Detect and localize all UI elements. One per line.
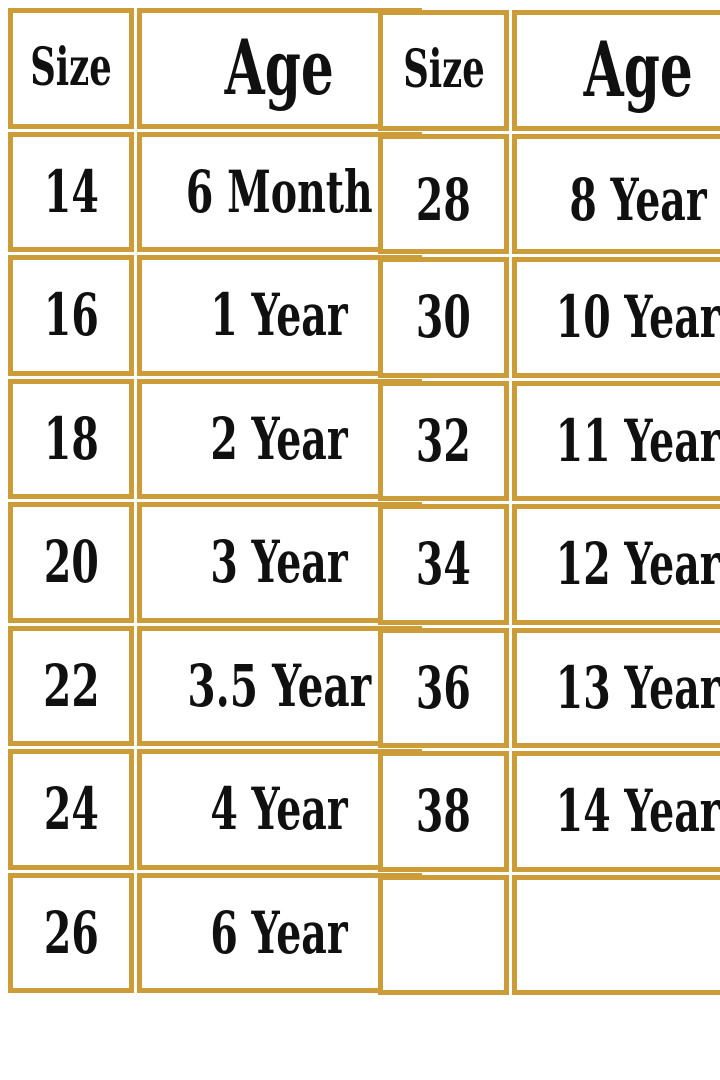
age-cell: 6 Month [137, 131, 422, 252]
age-header-label: Age [583, 25, 693, 115]
size-cell: 36 [378, 627, 509, 748]
size-cell: 38 [378, 751, 509, 872]
age-cell: 2 Year [137, 378, 422, 499]
age-value: 8 Year [569, 165, 707, 234]
age-value: 11 Year [555, 406, 720, 475]
size-cell: 18 [8, 378, 134, 499]
age-value: 2 Year [210, 404, 348, 473]
size-cell: 32 [378, 380, 509, 501]
age-cell: 4 Year [137, 749, 422, 870]
size-age-table-left: Size Age 14 6 Month 16 1 Year 18 2 Year … [8, 8, 422, 993]
size-header-cell: Size [378, 10, 509, 131]
size-value: 30 [416, 283, 471, 352]
size-value: 18 [43, 404, 99, 473]
age-cell: 3.5 Year [137, 625, 422, 746]
size-cell: 16 [8, 255, 134, 376]
age-cell: 14 Year [512, 751, 720, 872]
size-value: 16 [43, 281, 99, 350]
age-value: 13 Year [555, 653, 720, 722]
size-value: 26 [43, 898, 99, 967]
age-value: 3.5 Year [187, 651, 372, 720]
size-value: 34 [416, 530, 471, 599]
size-value: 38 [416, 777, 471, 846]
size-cell-empty [378, 874, 509, 995]
age-cell: 11 Year [512, 380, 720, 501]
size-cell: 28 [378, 133, 509, 254]
age-value: 6 Month [185, 157, 373, 226]
age-cell: 3 Year [137, 502, 422, 623]
age-cell: 13 Year [512, 627, 720, 748]
size-value: 24 [43, 775, 99, 844]
age-value: 3 Year [210, 528, 348, 597]
age-value: 12 Year [555, 530, 720, 599]
age-value: 14 Year [555, 777, 720, 846]
size-cell: 22 [8, 625, 134, 746]
age-value: 1 Year [210, 281, 348, 350]
size-value: 22 [42, 651, 100, 720]
size-age-table-right: Size Age 28 8 Year 30 10 Year 32 11 Year… [378, 8, 720, 995]
age-header-cell: Age [137, 8, 422, 129]
size-value: 14 [43, 157, 99, 226]
size-header-label: Size [402, 39, 485, 101]
age-header-cell: Age [512, 10, 720, 131]
size-value: 28 [416, 165, 471, 234]
size-header-label: Size [30, 37, 112, 99]
size-cell: 24 [8, 749, 134, 870]
size-cell: 34 [378, 504, 509, 625]
age-cell: 8 Year [512, 133, 720, 254]
age-value: 6 Year [210, 898, 348, 967]
size-cell: 30 [378, 257, 509, 378]
size-cell: 26 [8, 872, 134, 993]
size-value: 20 [43, 528, 99, 597]
size-header-cell: Size [8, 8, 134, 129]
age-value: 10 Year [555, 283, 720, 352]
age-cell-empty [512, 874, 720, 995]
size-cell: 14 [8, 131, 134, 252]
age-cell: 12 Year [512, 504, 720, 625]
age-value: 4 Year [210, 775, 348, 844]
age-header-label: Age [224, 23, 334, 113]
age-cell: 6 Year [137, 872, 422, 993]
size-value: 32 [416, 406, 471, 475]
size-value: 36 [416, 653, 471, 722]
size-cell: 20 [8, 502, 134, 623]
age-cell: 1 Year [137, 255, 422, 376]
age-cell: 10 Year [512, 257, 720, 378]
